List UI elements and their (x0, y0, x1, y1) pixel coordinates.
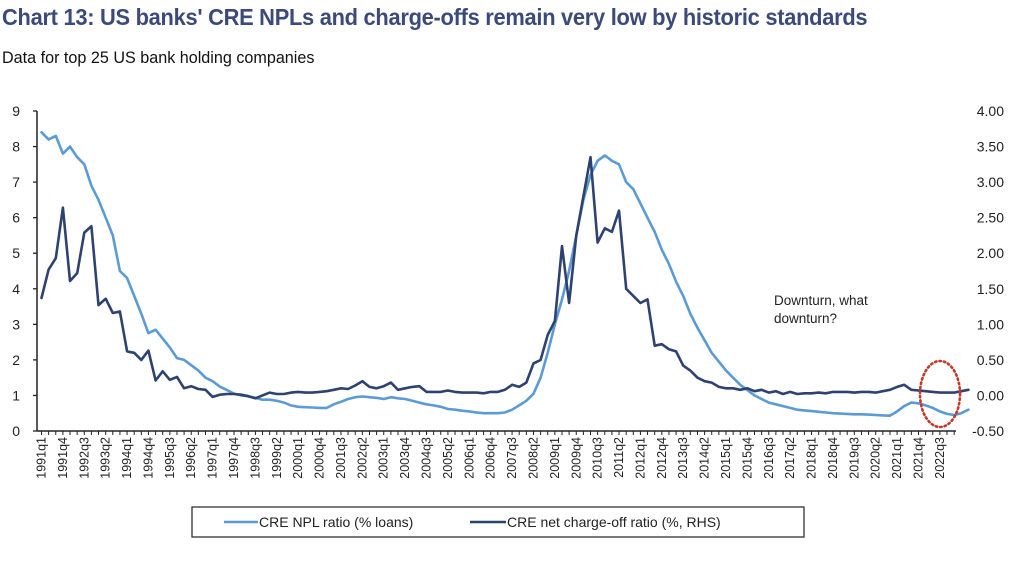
y-right-tick-label: 3.50 (977, 139, 1004, 155)
y-right-tick-label: 2.00 (977, 245, 1004, 261)
x-tick-label: 2008q2 (526, 437, 540, 479)
series-line-npl-ratio (40, 131, 970, 418)
x-tick-label: 1994q4 (141, 437, 155, 479)
y-left-tick-label: 3 (12, 316, 20, 332)
y-left-tick-label: 5 (12, 245, 20, 261)
x-tick-label: 2009q1 (548, 437, 562, 479)
x-tick-label: 1996q2 (184, 437, 198, 479)
axes: 0 1 2 3 4 5 6 7 8 9 -0.50 0.00 0.50 1.00 1.50 2.00 2.50 3… (12, 103, 1004, 479)
y-right-tick-label: 1.50 (977, 281, 1004, 297)
y-left-tick-label: 7 (12, 174, 20, 190)
x-tick-label: 2018q4 (826, 437, 840, 479)
y-left-tick-label: 8 (12, 139, 20, 155)
x-tick-label: 2006q4 (484, 437, 498, 479)
x-tick-label: 2014q2 (698, 437, 712, 479)
x-tick-label: 1991q4 (56, 437, 70, 479)
x-tick-label: 2003q4 (398, 437, 412, 479)
y-right-tick-label: 0.00 (977, 387, 1004, 403)
x-tick-label: 2019q3 (847, 437, 861, 479)
x-tick-label: 2013q3 (676, 437, 690, 479)
x-tick-label: 2005q2 (441, 437, 455, 479)
x-tick-label: 2010q3 (591, 437, 605, 479)
y-left-tick-label: 4 (12, 281, 20, 297)
x-tick-label: 1991q1 (35, 437, 49, 479)
x-tick-label: 2000q4 (313, 437, 327, 479)
y-right-tick-label: 2.50 (977, 210, 1004, 226)
x-tick-label: 2015q1 (719, 437, 733, 479)
legend-label-npl: CRE NPL ratio (% loans) (259, 514, 413, 530)
x-tick-label: 2002q2 (355, 437, 369, 479)
x-tick-label: 2006q1 (462, 437, 476, 479)
y-right-tick-label: 3.00 (977, 174, 1004, 190)
x-tick-label: 2020q2 (869, 437, 883, 479)
chart-subtitle: Data for top 25 US bank holding companie… (2, 48, 315, 67)
legend: CRE NPL ratio (% loans) CRE net charge-o… (191, 506, 805, 538)
y-left-tick-label: 9 (12, 103, 20, 119)
x-tick-label: 2021q1 (890, 437, 904, 479)
x-tick-label: 1999q2 (270, 437, 284, 479)
y-right-tick-label: -0.50 (972, 423, 1004, 439)
x-tick-label: 2007q3 (505, 437, 519, 479)
y-right-tick-label: 4.00 (977, 103, 1004, 119)
y-left-tick-label: 0 (12, 423, 20, 439)
y-right-tick-label: 1.00 (977, 316, 1004, 332)
x-tick-label: 2012q4 (655, 437, 669, 479)
highlight-ellipse (918, 359, 962, 429)
x-tick-label: 2016q3 (762, 437, 776, 479)
annotation-text-line-1: Downturn, what (774, 293, 868, 308)
y-left-tick-label: 1 (12, 387, 20, 403)
x-tick-label: 1997q1 (206, 437, 220, 479)
annotation-text-line-2: downturn? (774, 311, 837, 326)
x-tick-label: 2009q4 (569, 437, 583, 479)
chart-title: Chart 13: US banks' CRE NPLs and charge-… (2, 4, 868, 30)
x-tick-label: 2022q3 (933, 437, 947, 479)
legend-box (191, 506, 805, 538)
x-tick-label: 1993q2 (99, 437, 113, 479)
x-tick-label: 1998q3 (248, 437, 262, 479)
x-tick-label: 2017q2 (783, 437, 797, 479)
x-tick-label: 2004q3 (420, 437, 434, 479)
y-left-tick-label: 2 (12, 352, 20, 368)
x-tick-label: 2018q1 (805, 437, 819, 479)
x-tick-label: 1994q1 (120, 437, 134, 479)
y-left-tick-label: 6 (12, 210, 20, 226)
x-tick-label: 2001q3 (334, 437, 348, 479)
x-tick-label: 2012q1 (633, 437, 647, 479)
annotation-group: Downturn, what downturn? (774, 293, 962, 429)
x-tick-label: 1992q3 (77, 437, 91, 479)
x-tick-label: 2000q1 (291, 437, 305, 479)
series-lines (40, 131, 970, 418)
series-line-net-charge-off (40, 155, 970, 400)
x-tick-label: 2021q4 (911, 437, 925, 479)
x-tick-label: 1997q4 (227, 437, 241, 479)
x-tick-label: 2011q2 (612, 437, 626, 478)
legend-label-nco: CRE net charge-off ratio (%, RHS) (507, 514, 721, 530)
x-tick-label: 2015q4 (740, 437, 754, 479)
x-tick-label: 2003q1 (377, 437, 391, 479)
x-tick-label: 1995q3 (163, 437, 177, 479)
y-right-tick-label: 0.50 (977, 352, 1004, 368)
